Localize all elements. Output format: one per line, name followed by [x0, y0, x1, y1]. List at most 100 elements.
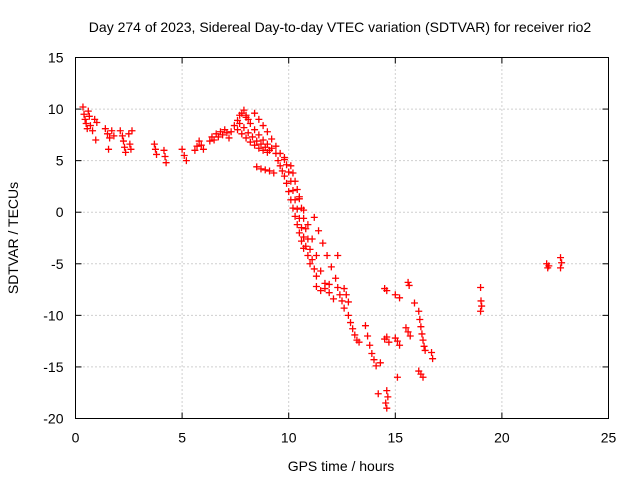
data-point	[342, 291, 350, 299]
data-point	[93, 118, 101, 126]
data-point	[382, 399, 390, 407]
data-point	[293, 186, 301, 194]
y-axis-label: SDTVAR / TECUs	[5, 182, 21, 294]
data-point	[315, 227, 323, 235]
data-point	[210, 136, 218, 144]
data-point	[545, 262, 553, 270]
data-point	[317, 287, 325, 295]
data-point	[162, 159, 170, 167]
y-tick-label: 5	[56, 153, 64, 169]
axis-ticks	[75, 57, 609, 419]
data-point	[219, 131, 227, 139]
data-point	[404, 278, 412, 286]
data-point	[289, 204, 297, 212]
x-tick-label: 10	[281, 430, 297, 446]
data-point	[106, 134, 114, 142]
data-point	[240, 106, 248, 114]
data-point	[393, 337, 401, 345]
data-point	[289, 187, 297, 195]
data-point	[295, 193, 303, 201]
data-point	[85, 112, 93, 120]
data-point	[191, 146, 199, 154]
data-point	[384, 393, 392, 401]
data-point	[477, 307, 485, 315]
data-point	[385, 338, 393, 346]
data-point	[308, 235, 316, 243]
data-point	[151, 145, 159, 153]
data-point	[242, 134, 250, 142]
data-point	[121, 143, 129, 151]
data-point	[323, 252, 331, 260]
data-point	[297, 237, 305, 245]
data-point	[419, 336, 427, 344]
data-point	[116, 127, 124, 135]
data-point	[327, 263, 335, 271]
data-point	[122, 148, 130, 156]
y-tick-labels: -20 -15 -10 -5 0 5 10 15	[43, 50, 63, 427]
data-point	[266, 167, 274, 175]
data-point	[206, 137, 214, 145]
data-point	[291, 177, 299, 185]
data-point	[336, 291, 344, 299]
data-point	[255, 144, 263, 152]
data-point	[180, 151, 188, 159]
data-point	[89, 127, 97, 135]
data-point	[319, 239, 327, 247]
data-point	[242, 113, 250, 121]
data-point	[374, 390, 382, 398]
data-point	[236, 120, 244, 128]
data-point	[253, 163, 261, 171]
data-point	[310, 213, 318, 221]
data-point	[86, 122, 94, 130]
data-point	[125, 130, 133, 138]
data-point	[160, 146, 168, 154]
data-point	[182, 157, 190, 165]
data-point	[368, 350, 376, 358]
data-point	[283, 179, 291, 187]
data-point	[280, 154, 288, 162]
data-point	[383, 404, 391, 412]
data-point	[268, 144, 276, 152]
data-point	[312, 282, 320, 290]
data-point	[308, 256, 316, 264]
data-point	[126, 140, 134, 148]
data-point	[291, 212, 299, 220]
data-point	[234, 126, 242, 134]
data-point	[238, 130, 246, 138]
data-point	[366, 341, 374, 349]
data-point	[274, 157, 282, 165]
data-point	[557, 264, 565, 272]
data-point	[276, 162, 284, 170]
data-point	[253, 137, 261, 145]
data-point	[108, 127, 116, 135]
x-axis-label: GPS time / hours	[288, 458, 395, 474]
data-point	[214, 133, 222, 141]
data-point	[370, 356, 378, 364]
data-point	[287, 162, 295, 170]
data-point	[251, 141, 259, 149]
data-point	[340, 285, 348, 293]
y-tick-label: 10	[48, 101, 64, 117]
data-point	[338, 297, 346, 305]
data-point	[364, 332, 372, 340]
data-point	[227, 128, 235, 136]
data-point	[127, 145, 135, 153]
x-tick-label: 0	[72, 430, 80, 446]
data-point	[405, 281, 413, 289]
data-point	[257, 140, 265, 148]
data-point	[478, 302, 486, 310]
x-tick-label: 5	[178, 430, 186, 446]
data-point	[300, 206, 308, 214]
data-point	[418, 330, 426, 338]
data-point	[349, 325, 357, 333]
x-tick-label: 20	[494, 430, 510, 446]
data-point	[246, 138, 254, 146]
data-point	[306, 245, 314, 253]
y-tick-label: 15	[48, 50, 64, 66]
data-point	[293, 221, 301, 229]
x-tick-labels: 0 5 10 15 20 25	[72, 430, 617, 446]
data-point	[251, 126, 259, 134]
data-point	[334, 284, 342, 292]
data-point	[419, 373, 427, 381]
